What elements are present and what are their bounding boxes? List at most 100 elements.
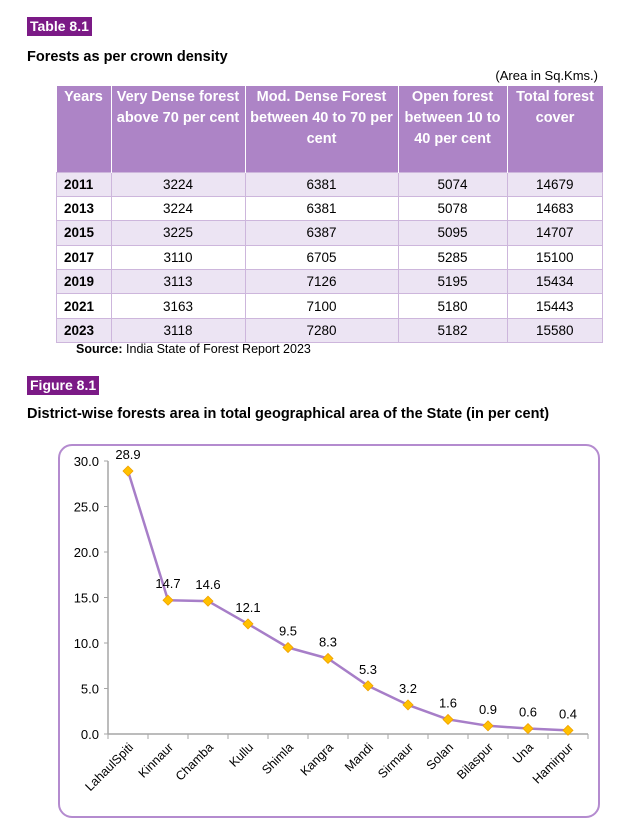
x-tick-label: Chamba: [173, 740, 216, 783]
data-point-marker: [122, 465, 134, 477]
value-cell: 6387: [244, 220, 399, 246]
x-tick-label: Hamirpur: [530, 740, 576, 786]
table-header-row: Years Very Dense forest above 70 per cen…: [56, 86, 603, 172]
y-tick-label: 0.0: [81, 727, 99, 742]
value-cell: 3163: [110, 293, 246, 319]
data-point-marker: [402, 699, 414, 711]
year-cell: 2017: [56, 244, 112, 271]
value-cell: 3224: [110, 195, 246, 222]
data-point-marker: [162, 594, 174, 606]
data-label: 14.7: [155, 576, 180, 591]
data-point-marker: [482, 720, 494, 732]
y-tick-label: 15.0: [74, 591, 99, 606]
value-cell: 7100: [244, 293, 399, 319]
value-cell: 3113: [110, 269, 246, 295]
value-cell: 7280: [244, 317, 399, 344]
figure-tag: Figure 8.1: [27, 376, 100, 395]
x-tick-label: Solan: [424, 740, 457, 773]
data-label: 8.3: [319, 634, 337, 649]
value-cell: 5285: [397, 244, 508, 271]
y-tick-label: 10.0: [74, 636, 99, 651]
x-tick-label: Kinnaur: [136, 740, 176, 780]
y-tick-label: 30.0: [74, 454, 99, 469]
column-header-open-forest: Open forest between 10 to 40 per cent: [397, 86, 508, 172]
table-row: 2021 3163 7100 5180 15443: [56, 293, 603, 319]
table-title: Forests as per crown density: [27, 49, 228, 65]
value-cell: 5180: [397, 293, 508, 319]
year-cell: 2023: [56, 317, 112, 344]
y-tick-label: 5.0: [81, 682, 99, 697]
x-tick-label: Kangra: [298, 740, 336, 778]
year-cell: 2013: [56, 195, 112, 222]
value-cell: 3118: [110, 317, 246, 344]
source-label: Source:: [76, 342, 123, 356]
value-cell: 15580: [506, 317, 603, 344]
data-point-marker: [522, 722, 534, 735]
data-label: 14.6: [195, 577, 220, 592]
source-text: India State of Forest Report 2023: [122, 342, 311, 356]
unit-note: (Area in Sq.Kms.): [495, 68, 598, 83]
source-note: Source: India State of Forest Report 202…: [76, 342, 311, 356]
x-tick-label: Shimla: [259, 740, 296, 777]
year-cell: 2011: [56, 171, 112, 197]
column-header-mod-dense: Mod. Dense Forest between 40 to 70 per c…: [244, 86, 399, 172]
value-cell: 6381: [244, 195, 399, 222]
y-tick-label: 25.0: [74, 500, 99, 515]
data-point-marker: [202, 595, 214, 607]
value-cell: 5095: [397, 220, 508, 246]
x-tick-label: Kullu: [227, 740, 257, 770]
data-label: 0.6: [519, 705, 537, 720]
table-row: 2019 3113 7126 5195 15434: [56, 269, 603, 295]
value-cell: 3110: [110, 244, 246, 271]
value-cell: 3225: [110, 220, 246, 246]
column-header-total: Total forest cover: [506, 86, 603, 172]
value-cell: 6705: [244, 244, 399, 271]
data-label: 9.5: [279, 624, 297, 639]
figure-title: District-wise forests area in total geog…: [27, 406, 550, 422]
data-label: 0.9: [479, 702, 497, 717]
value-cell: 6381: [244, 171, 399, 197]
data-label: 1.6: [439, 695, 457, 710]
data-point-marker: [562, 724, 574, 736]
value-cell: 5182: [397, 317, 508, 344]
table-row: 2013 3224 6381 5078 14683: [56, 195, 603, 222]
year-cell: 2015: [56, 220, 112, 246]
x-tick-label: Sirmaur: [375, 740, 416, 781]
value-cell: 3224: [110, 171, 246, 197]
data-point-marker: [442, 713, 454, 726]
data-label: 12.1: [235, 600, 260, 615]
value-cell: 14679: [506, 171, 603, 197]
x-tick-label: LahaulSpiti: [82, 740, 136, 794]
value-cell: 15443: [506, 293, 603, 319]
series-line: [126, 470, 569, 732]
table-row: 2023 3118 7280 5182 15580: [56, 317, 603, 344]
table-row: 2015 3225 6387 5095 14707: [56, 220, 603, 246]
data-point-marker: [282, 641, 294, 654]
data-label: 28.9: [115, 447, 140, 462]
x-tick-label: Mandi: [342, 740, 376, 774]
column-header-years: Years: [56, 86, 112, 172]
value-cell: 15100: [506, 244, 603, 271]
x-tick-label: Una: [510, 740, 536, 766]
data-label: 5.3: [359, 662, 377, 677]
table-tag: Table 8.1: [27, 17, 92, 36]
data-point-marker: [322, 652, 334, 665]
value-cell: 5074: [397, 171, 508, 197]
year-cell: 2021: [56, 293, 112, 319]
value-cell: 15434: [506, 269, 603, 295]
table-row: 2011 3224 6381 5074 14679: [56, 171, 603, 197]
value-cell: 7126: [244, 269, 399, 295]
data-label: 3.2: [399, 681, 417, 696]
chart-frame: [58, 444, 600, 818]
x-tick-label: Bilaspur: [454, 740, 496, 782]
forest-density-table: Years Very Dense forest above 70 per cen…: [56, 86, 603, 344]
data-point-marker: [242, 618, 254, 630]
value-cell: 5078: [397, 195, 508, 222]
y-tick-label: 20.0: [74, 545, 99, 560]
column-header-very-dense: Very Dense forest above 70 per cent: [110, 86, 246, 172]
data-label: 0.4: [559, 706, 577, 721]
table-row: 2017 3110 6705 5285 15100: [56, 244, 603, 271]
year-cell: 2019: [56, 269, 112, 295]
data-point-marker: [362, 680, 374, 692]
